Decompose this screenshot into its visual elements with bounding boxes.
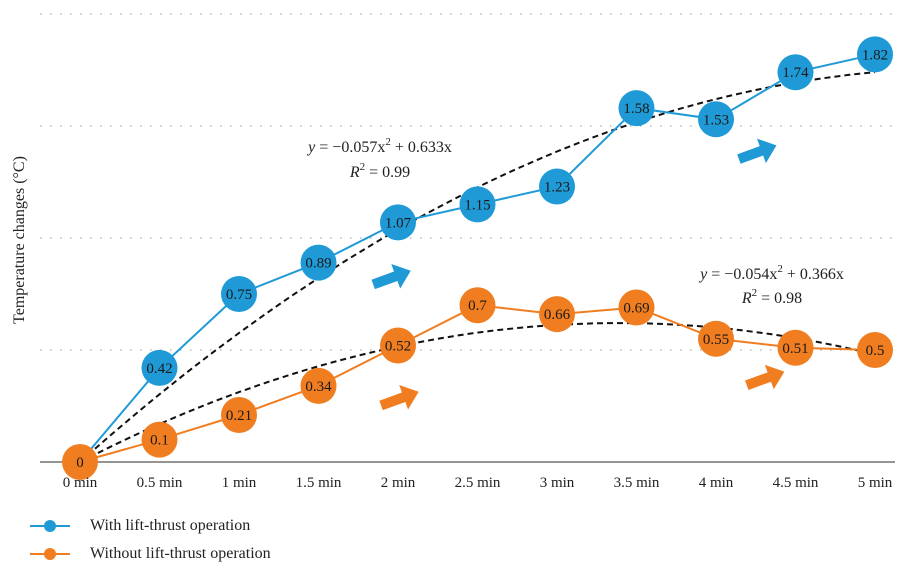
data-label: 0.75: [226, 287, 252, 303]
x-tick-labels: 0 min 0.5 min 1 min 1.5 min 2 min 2.5 min 3 mi…: [63, 475, 893, 491]
data-point: [300, 244, 337, 281]
data-point: [380, 204, 416, 241]
x-tick-label: 2.5 min: [455, 475, 501, 491]
data-point: [539, 168, 575, 205]
x-tick-label: 1 min: [222, 475, 257, 491]
x-tick-label: 0.5 min: [137, 475, 183, 491]
y-axis-label: Temperature changes (°C): [11, 156, 28, 324]
data-label: 0.34: [305, 379, 332, 395]
data-point: [857, 332, 893, 368]
x-tick-label: 3.5 min: [614, 475, 660, 491]
data-point: [777, 54, 814, 91]
data-label: 1.82: [862, 47, 888, 63]
data-label: 1.53: [703, 112, 729, 128]
data-label: 1.23: [544, 179, 570, 195]
legend: With lift-thrust operation Without lift-…: [30, 512, 271, 568]
data-point: [459, 186, 496, 223]
x-tick-label: 0 min: [63, 475, 98, 491]
data-point: [857, 36, 893, 73]
data-label: 0.5: [866, 343, 885, 359]
equation-text: y = −0.054x2 + 0.366x: [698, 263, 844, 283]
legend-item-without: Without lift-thrust operation: [30, 540, 271, 568]
legend-marker-without: [30, 547, 70, 561]
data-label: 0.52: [385, 339, 411, 355]
line-chart: 0.42 0.75 0.89 1.07 1.15 1.23 1.58 1.53 1.74 1.82…: [11, 13, 895, 491]
x-tick-label: 4 min: [699, 475, 734, 491]
x-tick-label: 2 min: [381, 475, 416, 491]
data-point: [141, 349, 178, 386]
arrow-mark: [737, 138, 777, 164]
x-tick-label: 4.5 min: [773, 475, 819, 491]
data-point: [141, 421, 178, 458]
arrow-mark: [371, 264, 411, 290]
data-label: 0.1: [150, 433, 169, 449]
x-tick-label: 1.5 min: [296, 475, 342, 491]
data-point: [221, 276, 257, 312]
x-tick-label: 3 min: [540, 475, 575, 491]
data-point: [618, 90, 655, 127]
arrow-mark: [745, 364, 785, 390]
data-point: [777, 329, 814, 366]
data-label: 1.58: [623, 101, 649, 117]
data-point: [618, 289, 655, 326]
data-label: 1.07: [385, 215, 412, 231]
arrow-mark: [379, 385, 419, 411]
equation-text: y = −0.057x2 + 0.633x: [306, 136, 452, 156]
data-point: [62, 444, 98, 480]
data-label: 0.69: [623, 300, 649, 316]
data-label: 1.15: [464, 197, 490, 213]
series-line-0: [79, 53, 876, 463]
data-point: [459, 287, 496, 324]
data-label: 0.21: [226, 408, 252, 424]
data-label: 1.74: [782, 65, 809, 81]
x-tick-label: 5 min: [858, 475, 893, 491]
data-point: [698, 320, 734, 357]
legend-label-without: Without lift-thrust operation: [90, 545, 271, 562]
trend-line-1: [79, 322, 876, 463]
data-point: [698, 101, 734, 138]
data-label: 0.89: [305, 256, 331, 272]
legend-item-with: With lift-thrust operation: [30, 512, 271, 540]
legend-label-with: With lift-thrust operation: [90, 517, 251, 534]
r-squared-text: R2 = 0.98: [741, 287, 802, 307]
data-label: 0.51: [782, 341, 808, 357]
data-label: 0.7: [468, 298, 487, 314]
equation-annotations: y = −0.057x2 + 0.633x R2 = 0.99 y = −0.054…: [306, 136, 844, 307]
data-point: [380, 327, 416, 364]
direction-arrows: [371, 138, 785, 411]
data-point: [300, 367, 337, 404]
data-point: [221, 396, 257, 433]
data-label: 0.66: [544, 307, 571, 323]
data-label: 0.55: [703, 332, 729, 348]
series-layer: 0.42 0.75 0.89 1.07 1.15 1.23 1.58 1.53 1.74 1.82…: [62, 36, 893, 480]
legend-marker-with: [30, 519, 70, 533]
data-point: [539, 296, 575, 333]
data-label: 0: [76, 455, 84, 471]
data-label: 0.42: [146, 361, 172, 377]
r-squared-text: R2 = 0.99: [349, 161, 410, 181]
